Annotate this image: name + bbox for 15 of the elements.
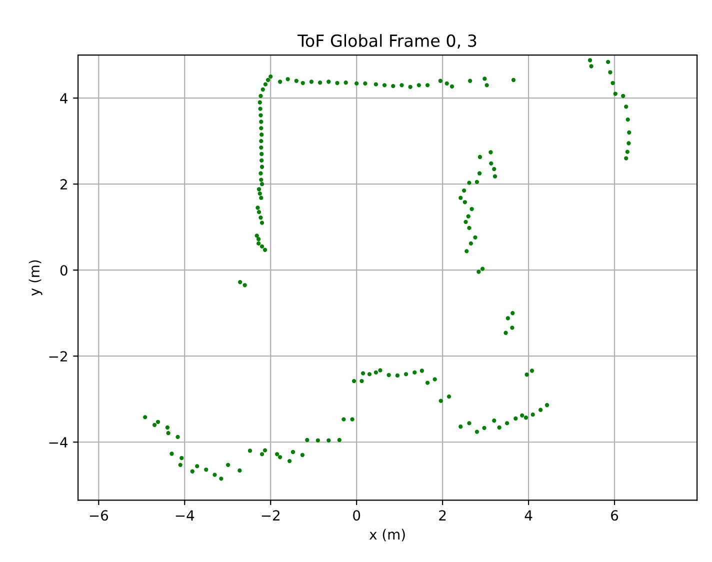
x-tick-label: −2 (262, 510, 280, 520)
x-tick-label: 4 (524, 510, 532, 520)
y-tick-label: −2 (49, 351, 67, 362)
y-tick-label: −4 (49, 437, 68, 448)
x-tick-label: 6 (611, 510, 618, 521)
x-tick-label: 2 (439, 510, 446, 520)
x-tick-label: −6 (90, 510, 108, 521)
y-tick-label: 4 (60, 93, 68, 104)
y-axis-title: y (m) (28, 260, 42, 296)
y-tick-label: 0 (60, 265, 68, 276)
x-tick-label: −4 (176, 510, 194, 520)
chart-title: ToF Global Frame 0, 3 (298, 34, 476, 49)
x-axis-title: x (m) (369, 528, 405, 542)
y-tick-label: 2 (60, 179, 67, 190)
x-tick-label: 0 (353, 510, 360, 521)
